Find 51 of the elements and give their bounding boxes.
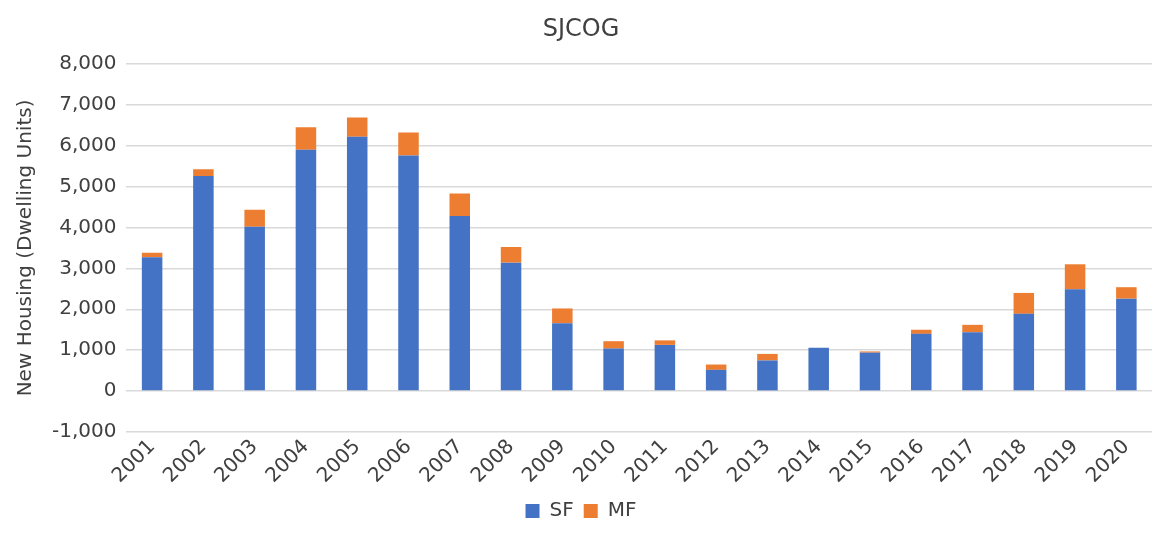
legend-label: MF [607,497,637,522]
legend-label: SF [549,497,574,522]
y-tick-label: 2,000 [59,295,117,320]
y-tick-label: -1,000 [51,418,117,443]
y-tick-label: 7,000 [59,90,117,115]
bar [603,348,624,391]
bar [757,360,778,391]
bar [500,262,522,391]
bar [1064,289,1086,391]
bar [808,347,829,391]
bar [1013,313,1035,391]
bar [705,369,727,391]
bar [244,226,265,391]
bar [911,329,932,334]
y-axis-title: New Housing (Dwelling Units) [12,99,37,397]
bar [603,341,624,349]
bar [449,193,471,217]
bar [1064,264,1086,290]
bar [654,344,676,391]
bar [552,308,573,324]
bar [911,333,932,391]
bar [449,216,471,391]
bar [193,169,214,176]
y-tick-label: 8,000 [59,50,117,74]
y-tick-label: 3,000 [59,254,117,279]
y-tick-label: 5,000 [59,172,117,197]
bar [295,149,317,391]
bar [244,209,265,227]
bar [500,247,522,263]
bar [757,353,778,361]
bar [552,323,573,391]
bar [346,136,368,391]
bar [141,257,163,391]
bar [193,175,214,391]
bar [962,332,983,391]
bar [346,117,368,137]
bar [962,324,983,333]
bar [1116,298,1137,391]
bar [398,155,419,391]
y-tick-label: 0 [103,377,117,402]
chart-title: SJCOG [542,13,620,42]
bar [859,352,881,391]
y-tick-label: 1,000 [59,336,117,361]
bar [1013,292,1035,314]
bar [705,364,727,370]
y-tick-label: 4,000 [59,213,117,238]
bar [654,340,676,345]
bar [398,132,419,156]
y-tick-label: 6,000 [59,131,117,156]
bar [1116,287,1137,299]
bar [295,127,317,150]
